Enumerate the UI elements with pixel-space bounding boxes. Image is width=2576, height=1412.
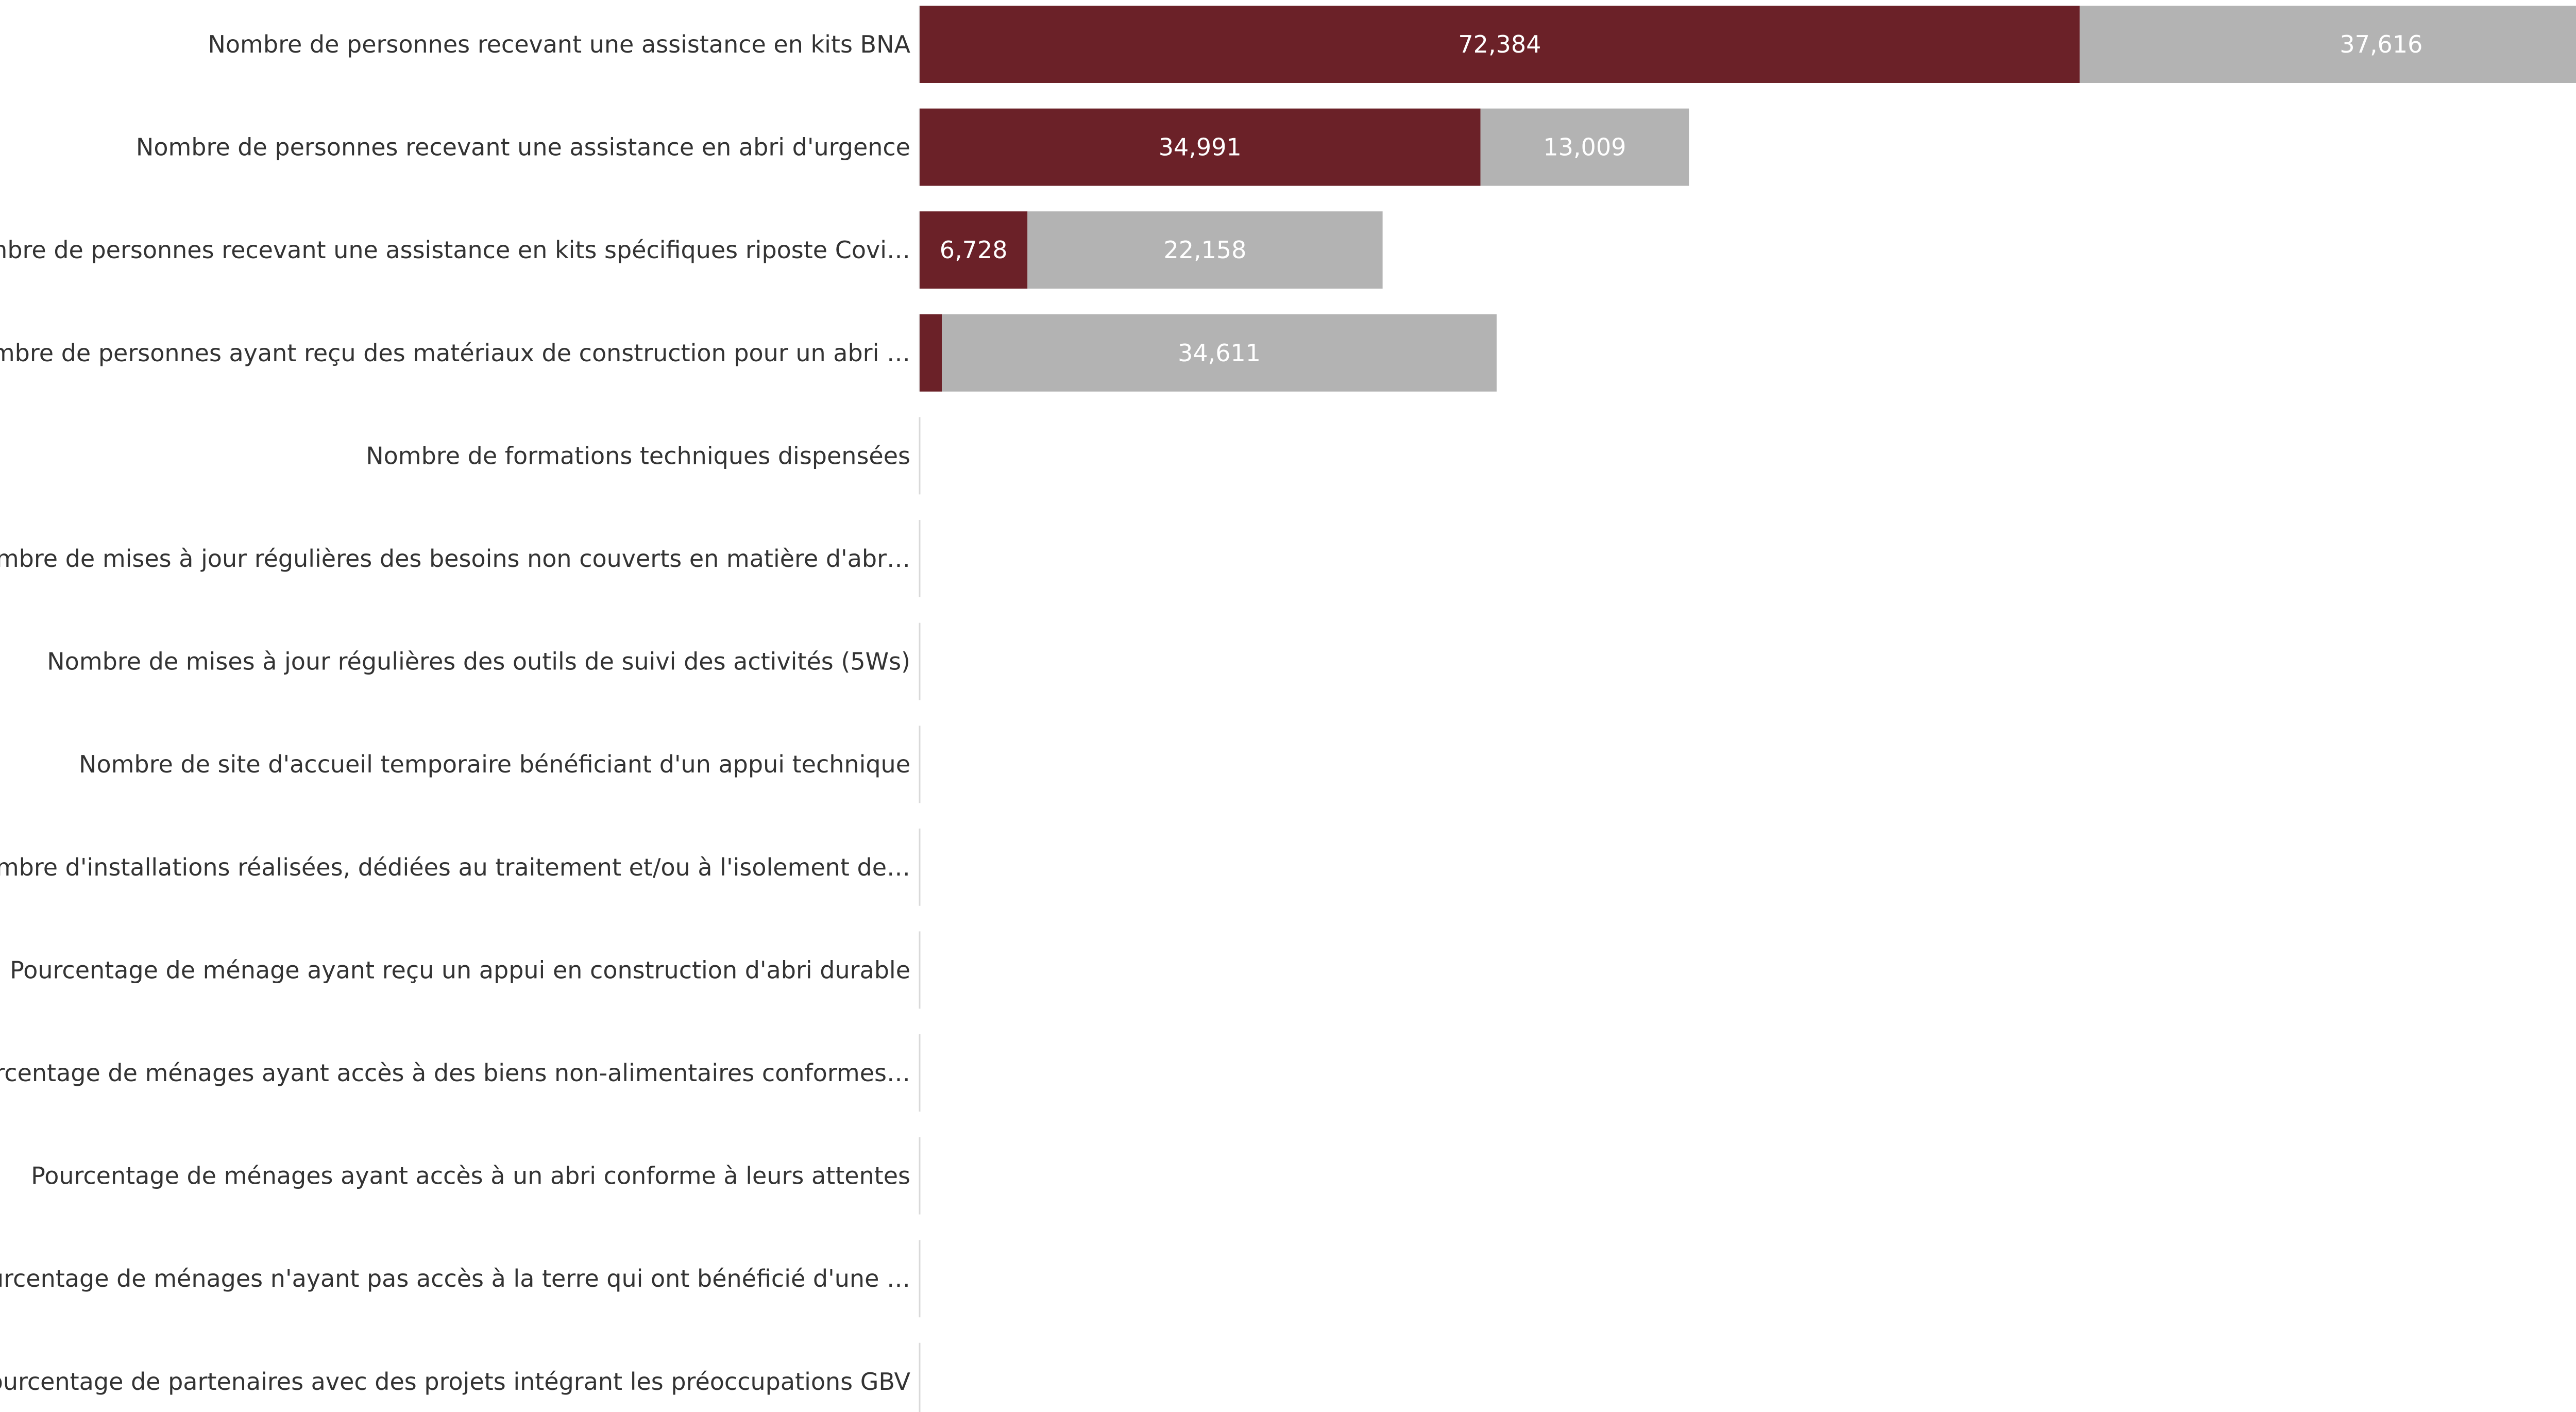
- bar-value-label: 34,991: [1159, 133, 1242, 161]
- bar-segment-series-2[interactable]: [1027, 211, 1383, 289]
- category-label: Pourcentage de ménages n'ayant pas accès…: [0, 1265, 910, 1292]
- category-label: Nombre de personnes ayant reçu des matér…: [0, 339, 910, 367]
- bar-value-label: 22,158: [1163, 236, 1246, 264]
- category-label: Nombre de site d'accueil temporaire béné…: [79, 750, 910, 778]
- bar-value-label: 6,728: [940, 236, 1008, 264]
- category-label: Nombre de personnes recevant une assista…: [208, 30, 911, 58]
- bar-segment-series-2[interactable]: [942, 314, 1497, 392]
- bar-segment-series-1[interactable]: [920, 108, 1481, 186]
- bar-segment-series-2[interactable]: [1480, 108, 1689, 186]
- category-label: Nombre de personnes recevant une assista…: [0, 236, 910, 264]
- category-label: Pourcentage de ménages ayant accès à des…: [0, 1059, 910, 1087]
- category-label: Pourcentage de ménage ayant reçu un appu…: [10, 956, 910, 984]
- category-label: Nombre d'installations réalisées, dédiée…: [0, 853, 910, 881]
- category-label: Nombre de mises à jour régulières des be…: [0, 545, 910, 573]
- bar-value-label: 34,611: [1178, 339, 1261, 367]
- category-label: Nombre de formations techniques dispensé…: [366, 442, 910, 469]
- bar-segment-series-1[interactable]: [920, 314, 942, 392]
- bar-segment-series-1[interactable]: [920, 211, 1028, 289]
- category-label: Nombre de personnes recevant une assista…: [136, 133, 910, 161]
- bar-segment-series-2[interactable]: [2079, 6, 2576, 83]
- bar-segment-series-1[interactable]: [920, 6, 2080, 83]
- category-label: Pourcentage de ménages ayant accès à un …: [31, 1162, 910, 1190]
- bar-value-label: 13,009: [1543, 133, 1626, 161]
- category-label: Pourcentage de partenaires avec des proj…: [0, 1368, 911, 1396]
- bar-value-label: 72,384: [1458, 30, 1541, 58]
- bar-value-label: 37,616: [2340, 30, 2422, 58]
- category-label: Nombre de mises à jour régulières des ou…: [47, 648, 910, 676]
